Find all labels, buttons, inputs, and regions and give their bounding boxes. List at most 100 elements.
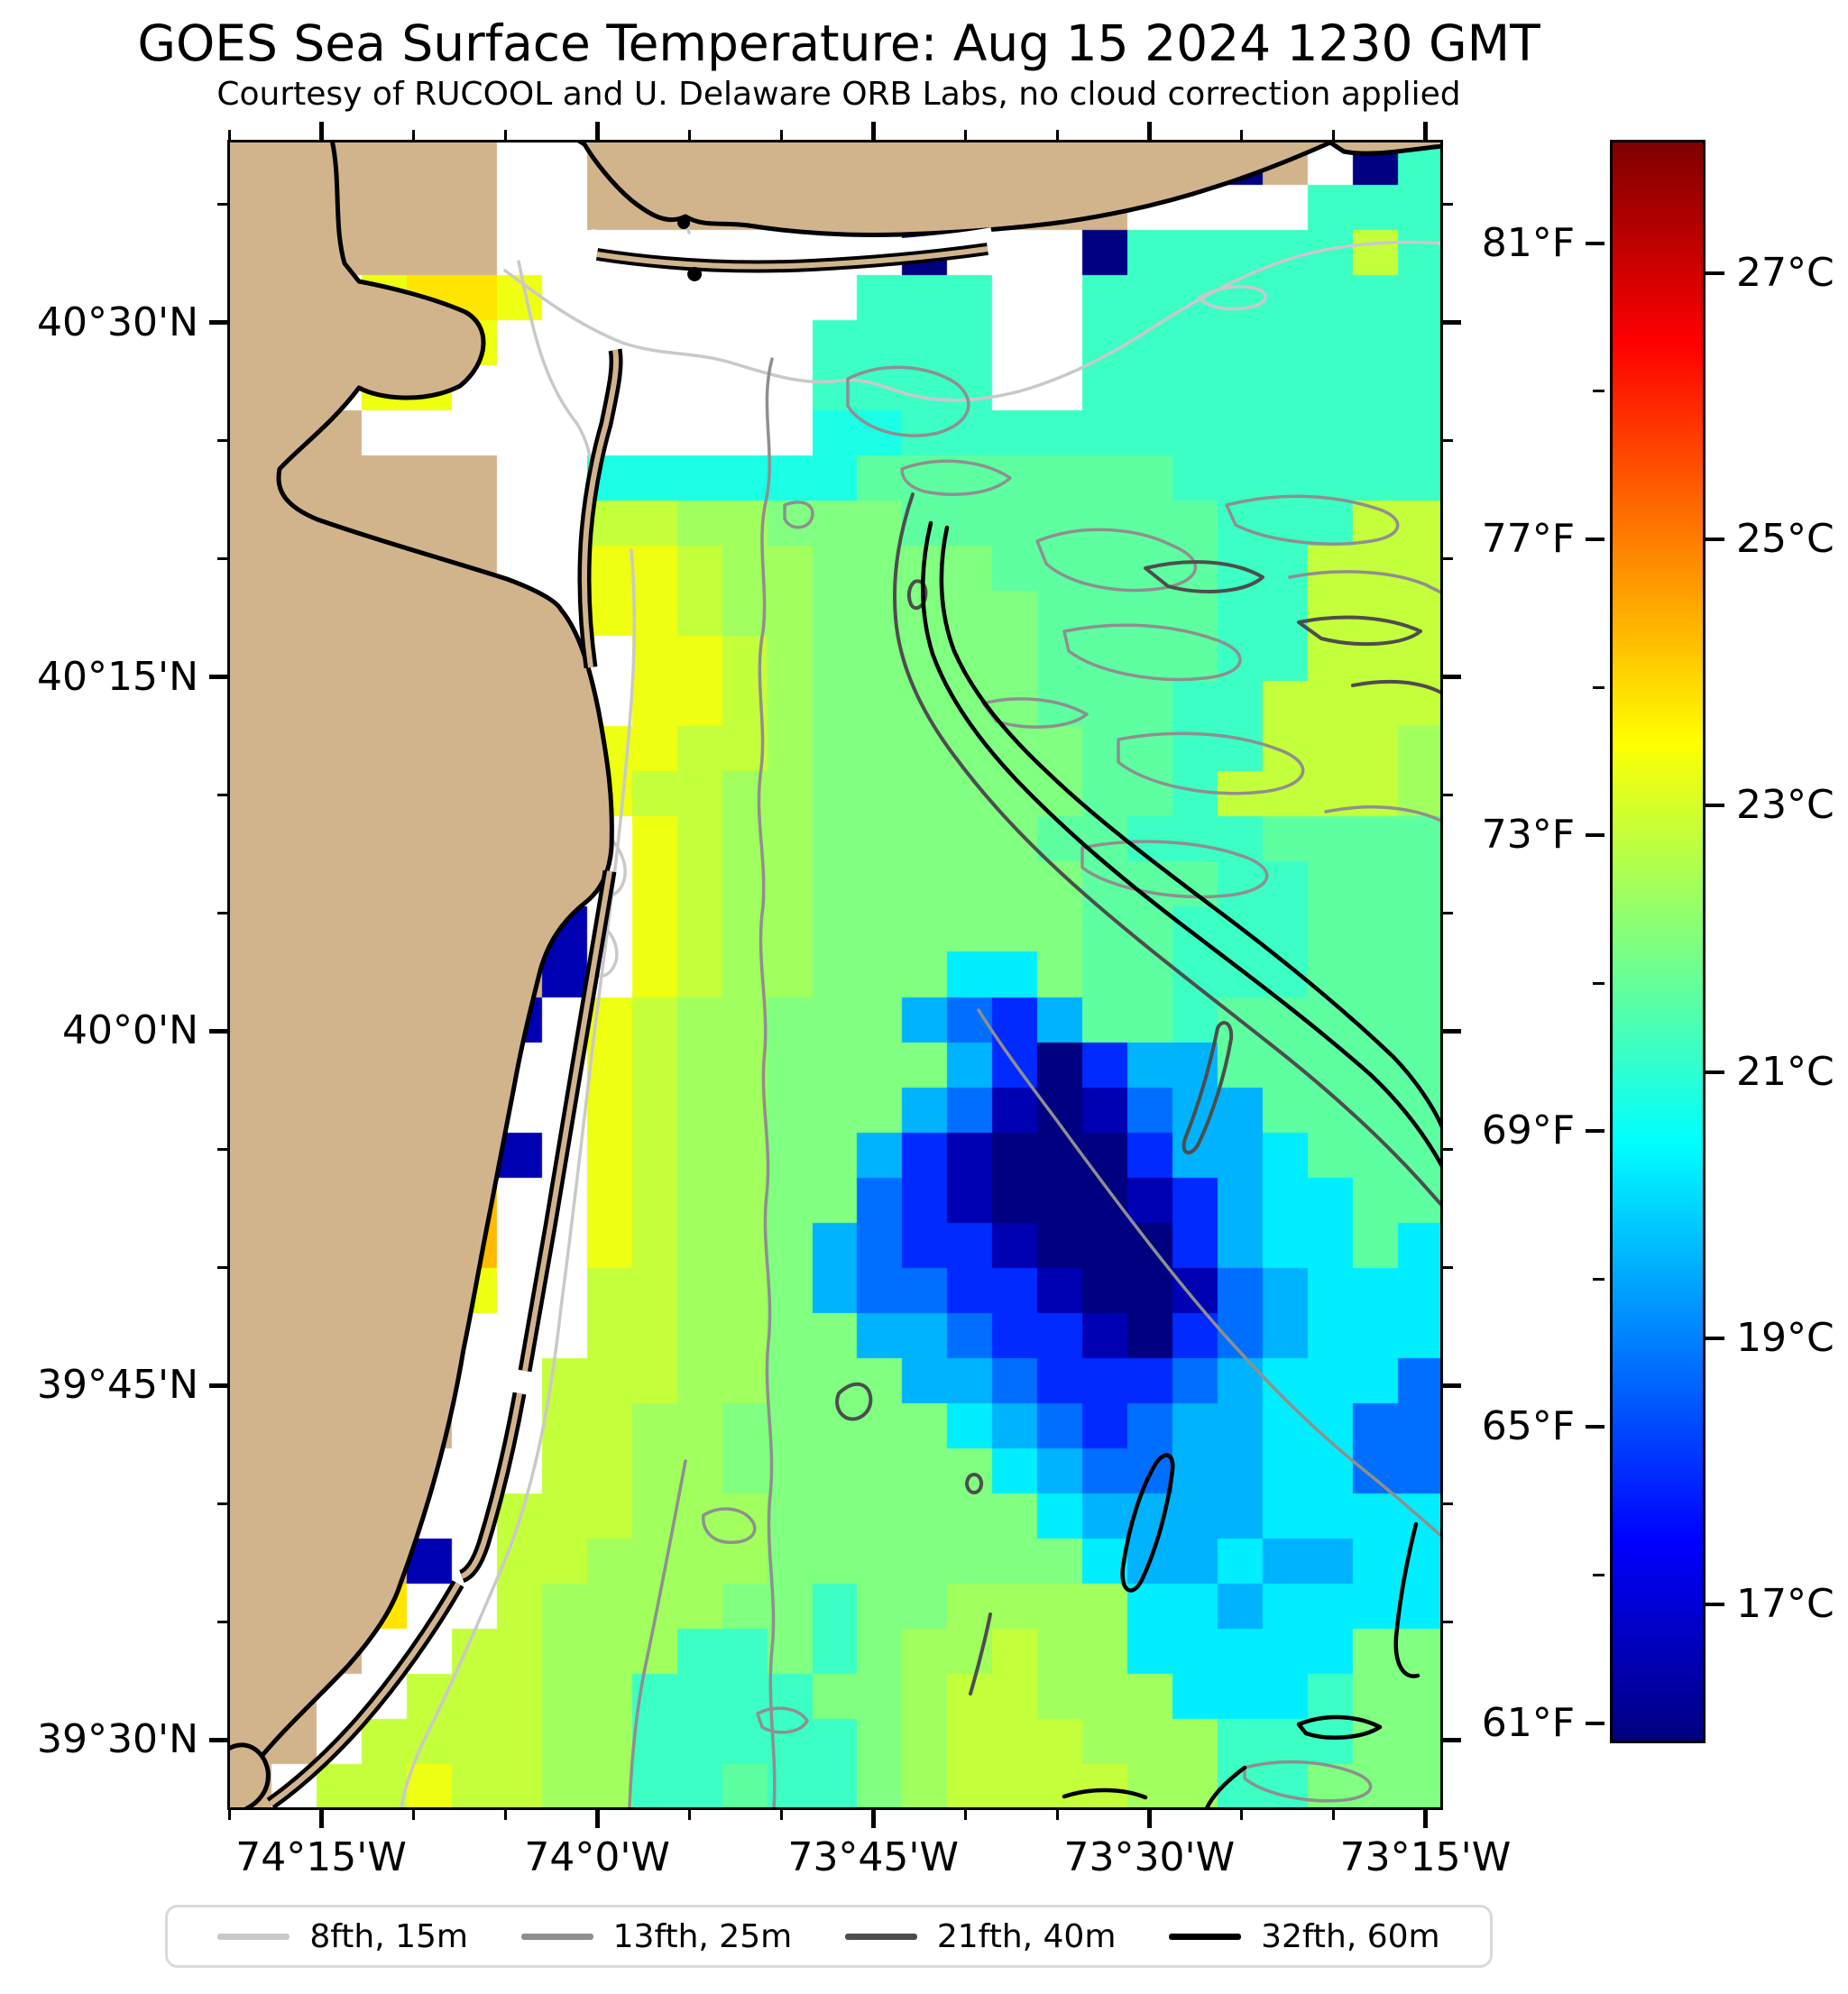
x-major-tick [1422, 1810, 1428, 1828]
x-tick-label: 73°30'W [1063, 1834, 1236, 1880]
bathymetry-contour-13fth-25m [756, 1706, 809, 1734]
x-major-tick-top [870, 122, 876, 140]
x-tick-label: 73°45'W [787, 1834, 960, 1880]
legend-label: 13fth, 25m [612, 1917, 793, 1955]
y-minor-tick [217, 1620, 227, 1623]
bathymetry-contour-13fth-25m [783, 501, 814, 529]
y-minor-tick-right [1443, 1620, 1453, 1623]
x-tick-label: 74°0'W [524, 1834, 670, 1880]
colorbar-c-tick [1705, 804, 1724, 808]
legend-item: 13fth, 25m [520, 1917, 793, 1955]
colorbar-f-tick [1586, 241, 1604, 245]
y-minor-tick [217, 1265, 227, 1269]
x-major-tick [870, 1810, 876, 1828]
bathymetry-contour-13fth-25m [981, 697, 1089, 729]
x-minor-tick [411, 1810, 415, 1820]
x-tick-label: 74°15'W [235, 1834, 407, 1880]
x-minor-tick [227, 1810, 231, 1820]
colorbar-f-label: 81°F [1481, 219, 1575, 266]
colorbar-f-minor-tick [1593, 1574, 1604, 1577]
bathymetry-contour-32fth-60m [1062, 1787, 1148, 1800]
bathymetry-contour-13fth-25m [977, 1008, 1443, 1539]
bathymetry-contour-21fth-40m [893, 492, 1443, 1208]
colorbar-f-label: 61°F [1481, 1699, 1575, 1746]
x-minor-tick [1055, 1810, 1059, 1820]
y-major-tick [209, 675, 227, 680]
barrier-island [596, 246, 988, 270]
y-major-tick [209, 1383, 227, 1388]
x-minor-tick [779, 1810, 783, 1820]
colorbar-f-minor-tick [1593, 1277, 1604, 1281]
colorbar-c-tick [1705, 538, 1724, 541]
x-minor-tick-top [503, 130, 507, 140]
bathymetry-contour-13fth-25m [900, 459, 1012, 496]
lagoon-water [589, 227, 994, 256]
legend-label: 21fth, 40m [936, 1917, 1117, 1955]
y-minor-tick [217, 1502, 227, 1505]
colorbar [1610, 140, 1705, 1743]
y-minor-tick-right [1443, 439, 1453, 443]
colorbar-f-minor-tick [1593, 390, 1604, 393]
colorbar-c-label: 27°C [1736, 249, 1834, 296]
y-major-tick-right [1443, 320, 1461, 326]
bathymetry-contour-21fth-40m [835, 1382, 873, 1421]
y-minor-tick-right [1443, 1147, 1453, 1151]
land-polygon [227, 1742, 271, 1810]
bathymetry-contour-21fth-40m [1181, 1021, 1234, 1155]
coastline-contour-overlay [227, 140, 1443, 1810]
bathymetry-contour-32fth-60m [939, 525, 1443, 1132]
y-major-tick-right [1443, 1383, 1461, 1388]
colorbar-f-tick [1586, 1721, 1604, 1725]
bathymetry-contour-32fth-60m [1393, 1521, 1420, 1678]
x-minor-tick-top [687, 130, 691, 140]
legend-line-sample [217, 1933, 290, 1940]
colorbar-f-label: 69°F [1481, 1107, 1575, 1154]
bathymetry-contour-8fth-15m [503, 240, 1443, 402]
bathymetry-contour-13fth-25m [846, 365, 970, 437]
colorbar-f-tick [1586, 833, 1604, 838]
y-major-tick [209, 1028, 227, 1034]
colorbar-f-tick [1586, 538, 1604, 541]
bathymetry-contour-13fth-25m [702, 1507, 757, 1544]
colorbar-c-tick [1705, 1603, 1724, 1607]
barrier-island [460, 1392, 522, 1579]
bathymetry-contour-13fth-25m [1324, 805, 1443, 822]
x-major-tick-top [318, 122, 324, 140]
x-minor-tick [1239, 1810, 1243, 1820]
colorbar-f-tick [1586, 1425, 1604, 1429]
colorbar-c-tick [1705, 1337, 1724, 1340]
y-major-tick-right [1443, 1028, 1461, 1034]
colorbar-c-label: 21°C [1736, 1048, 1834, 1095]
bathymetry-contour-13fth-25m [1062, 623, 1242, 682]
colorbar-c-label: 25°C [1736, 516, 1834, 562]
x-minor-tick-top [1239, 130, 1243, 140]
bathymetry-contour-21fth-40m [969, 1613, 992, 1695]
land-polygon [575, 140, 1443, 237]
legend-item: 21fth, 40m [844, 1917, 1117, 1955]
y-tick-label: 40°30'N [37, 299, 198, 345]
y-tick-label: 40°15'N [37, 653, 198, 700]
y-major-tick-right [1443, 1737, 1461, 1742]
y-major-tick [209, 1737, 227, 1742]
bathymetry-contour-13fth-25m [628, 1459, 687, 1810]
colorbar-c-label: 23°C [1736, 782, 1834, 829]
y-tick-label: 39°30'N [37, 1716, 198, 1763]
y-minor-tick-right [1443, 1265, 1453, 1269]
x-major-tick-top [1146, 122, 1152, 140]
page-title: GOES Sea Surface Temperature: Aug 15 202… [137, 14, 1540, 72]
colorbar-f-minor-tick [1593, 981, 1604, 985]
y-minor-tick-right [1443, 912, 1453, 915]
y-minor-tick [217, 912, 227, 915]
x-minor-tick-top [227, 130, 231, 140]
depth-contour-legend: 8fth, 15m 13fth, 25m 21fth, 40m 32fth, 60m [165, 1905, 1493, 1968]
x-major-tick [318, 1810, 324, 1828]
x-minor-tick-top [1331, 130, 1335, 140]
bathymetry-contour-32fth-60m [921, 520, 1443, 1171]
colorbar-f-tick [1586, 1129, 1604, 1134]
bathymetry-contour-13fth-25m [1288, 570, 1443, 595]
legend-line-sample [520, 1933, 593, 1940]
y-minor-tick-right [1443, 557, 1453, 561]
page-subtitle: Courtesy of RUCOOL and U. Delaware ORB L… [216, 76, 1461, 113]
legend-item: 32fth, 60m [1169, 1918, 1440, 1955]
bathymetry-contour-21fth-40m [1144, 560, 1264, 593]
